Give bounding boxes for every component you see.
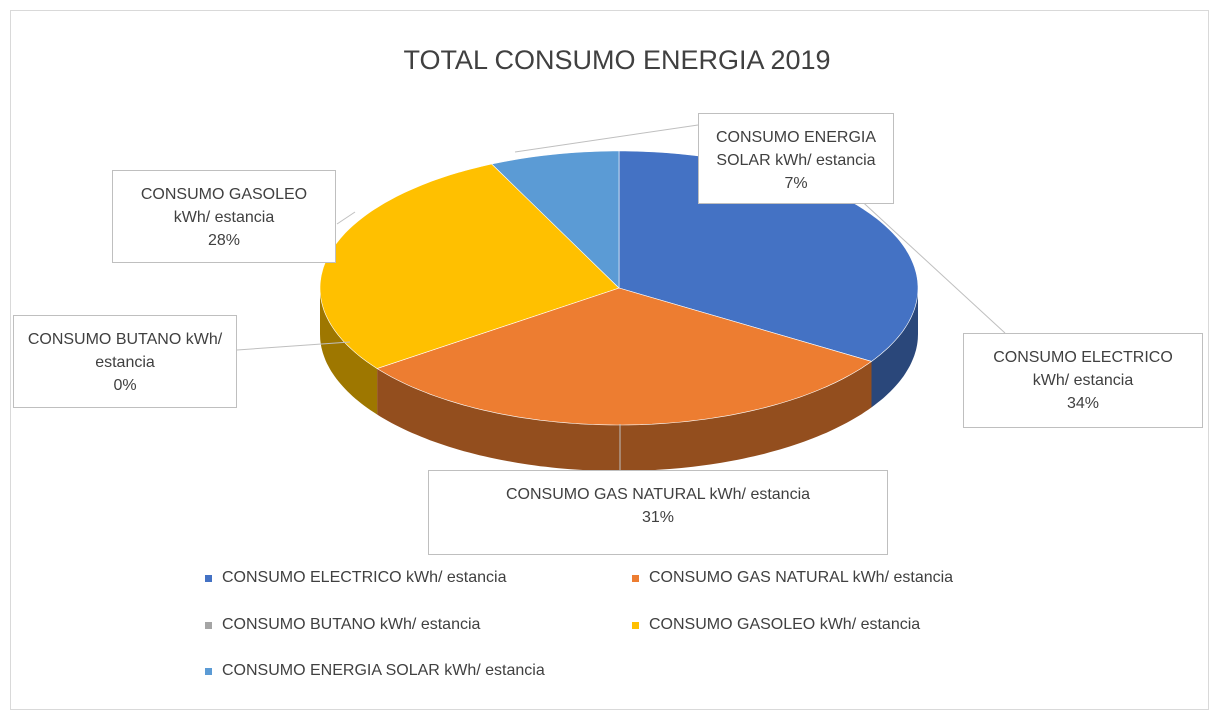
leader-line bbox=[514, 124, 699, 153]
slice-side bbox=[871, 288, 918, 408]
data-label-category: CONSUMO GASOLEO kWh/ estancia bbox=[140, 186, 308, 226]
legend-label: CONSUMO GAS NATURAL kWh/ estancia bbox=[649, 569, 954, 586]
data-label: CONSUMO GAS NATURAL kWh/ estancia 31% bbox=[428, 470, 888, 555]
data-label: CONSUMO ENERGIA SOLAR kWh/ estancia 7% bbox=[698, 113, 894, 204]
leader-line bbox=[854, 194, 1006, 334]
legend-item: CONSUMO GAS NATURAL kWh/ estancia bbox=[632, 569, 953, 587]
slice bbox=[376, 287, 873, 426]
legend-label: CONSUMO BUTANO kWh/ estancia bbox=[222, 616, 481, 633]
data-label-value: 34% bbox=[1066, 395, 1100, 412]
data-label-value: 28% bbox=[207, 232, 241, 249]
data-label-value: 7% bbox=[784, 175, 808, 192]
leader-line bbox=[336, 211, 356, 225]
slice-side bbox=[320, 288, 378, 415]
data-label-category: CONSUMO ENERGIA SOLAR kWh/ estancia bbox=[715, 129, 876, 169]
data-label: CONSUMO GASOLEO kWh/ estancia 28% bbox=[112, 170, 336, 263]
slice bbox=[491, 150, 620, 289]
legend-swatch bbox=[632, 574, 639, 582]
slice-side bbox=[377, 361, 872, 471]
legend-swatch bbox=[205, 621, 212, 629]
legend-label: CONSUMO ELECTRICO kWh/ estancia bbox=[222, 569, 507, 586]
leader-line bbox=[236, 341, 351, 351]
legend-label: CONSUMO ENERGIA SOLAR kWh/ estancia bbox=[222, 662, 545, 679]
data-label-value: 31% bbox=[641, 509, 675, 526]
pie-sides bbox=[320, 288, 918, 471]
data-label-category: CONSUMO GAS NATURAL kWh/ estancia bbox=[505, 486, 811, 503]
legend-label: CONSUMO GASOLEO kWh/ estancia bbox=[649, 616, 921, 633]
legend-item: CONSUMO GASOLEO kWh/ estancia bbox=[632, 616, 920, 634]
legend-item: CONSUMO ENERGIA SOLAR kWh/ estancia bbox=[205, 662, 545, 680]
data-label-category: CONSUMO BUTANO kWh/ estancia bbox=[27, 331, 223, 371]
data-label-value: 0% bbox=[113, 377, 137, 394]
legend-item: CONSUMO BUTANO kWh/ estancia bbox=[205, 616, 480, 634]
legend-swatch bbox=[205, 574, 212, 582]
data-label: CONSUMO BUTANO kWh/ estancia 0% bbox=[13, 315, 237, 408]
data-label: CONSUMO ELECTRICO kWh/ estancia 34% bbox=[963, 333, 1203, 428]
legend-swatch bbox=[632, 621, 639, 629]
legend-item: CONSUMO ELECTRICO kWh/ estancia bbox=[205, 569, 507, 587]
chart-title: TOTAL CONSUMO ENERGIA 2019 bbox=[403, 45, 830, 75]
legend-swatch bbox=[205, 667, 212, 675]
data-label-category: CONSUMO ELECTRICO kWh/ estancia bbox=[993, 349, 1173, 389]
